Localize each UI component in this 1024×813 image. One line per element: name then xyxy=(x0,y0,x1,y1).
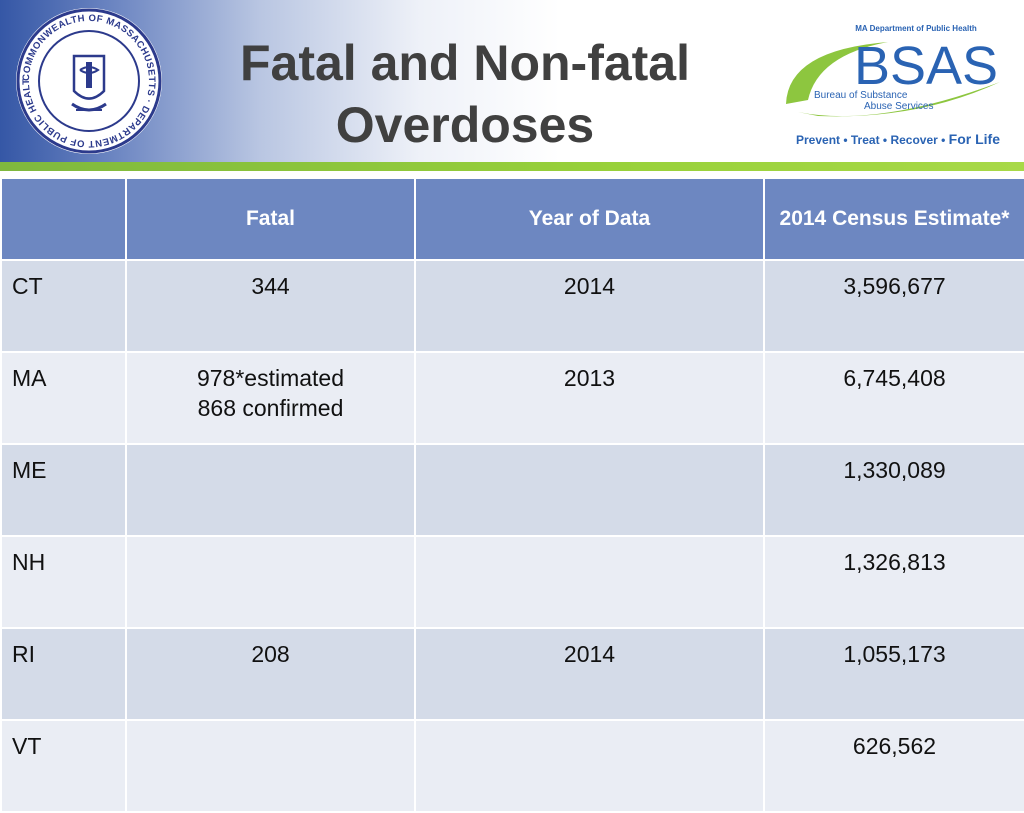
header-fatal: Fatal xyxy=(125,177,416,261)
cell-fatal xyxy=(125,443,416,537)
header-census-estimate: 2014 Census Estimate* xyxy=(763,177,1024,261)
cell-state: ME xyxy=(0,443,127,537)
cell-state: VT xyxy=(0,719,127,813)
cell-fatal xyxy=(125,719,416,813)
cell-census: 626,562 xyxy=(763,719,1024,813)
cell-state: MA xyxy=(0,351,127,445)
cell-census: 1,326,813 xyxy=(763,535,1024,629)
svg-text:Prevent • Treat • Recover • Fo: Prevent • Treat • Recover • For Life xyxy=(796,131,1000,147)
table-row: NH 1,326,813 xyxy=(0,535,1024,629)
page-title: Fatal and Non-fatal Overdoses xyxy=(200,32,730,156)
table-row: CT 344 2014 3,596,677 xyxy=(0,259,1024,353)
cell-state: CT xyxy=(0,259,127,353)
cell-census: 1,330,089 xyxy=(763,443,1024,537)
cell-state: RI xyxy=(0,627,127,721)
cell-fatal: 208 xyxy=(125,627,416,721)
table-header-row: Fatal Year of Data 2014 Census Estimate* xyxy=(0,177,1024,261)
title-line-2: Overdoses xyxy=(335,97,595,153)
cell-year xyxy=(414,535,765,629)
cell-fatal-line: 978*estimated xyxy=(196,365,345,391)
header-year-of-data: Year of Data xyxy=(414,177,765,261)
bsas-logo-icon: MA Department of Public Health BSAS Bure… xyxy=(786,24,1000,147)
cell-state: NH xyxy=(0,535,127,629)
cell-year: 2014 xyxy=(414,627,765,721)
table-row: RI 208 2014 1,055,173 xyxy=(0,627,1024,721)
cell-year xyxy=(414,719,765,813)
overdose-table-container: Fatal Year of Data 2014 Census Estimate*… xyxy=(0,177,1024,813)
cell-fatal-line: 868 confirmed xyxy=(197,395,344,421)
logo-tagline-emphasis: For Life xyxy=(949,131,1001,147)
cell-fatal xyxy=(125,535,416,629)
header-state xyxy=(0,177,127,261)
cell-fatal: 344 xyxy=(125,259,416,353)
cell-census: 1,055,173 xyxy=(763,627,1024,721)
cell-fatal: 978*estimated 868 confirmed xyxy=(125,351,416,445)
title-line-1: Fatal and Non-fatal xyxy=(239,35,691,91)
cell-year: 2013 xyxy=(414,351,765,445)
logo-bureau-line-1: Bureau of Substance xyxy=(814,90,908,101)
slide-header xyxy=(0,0,1024,162)
cell-fatal-line: 208 xyxy=(251,641,290,667)
cell-year: 2014 xyxy=(414,259,765,353)
logo-name-text: BSAS xyxy=(854,36,998,96)
cell-year xyxy=(414,443,765,537)
table-row: VT 626,562 xyxy=(0,719,1024,813)
overdose-table: Fatal Year of Data 2014 Census Estimate*… xyxy=(0,177,1024,813)
cell-fatal-line: 344 xyxy=(251,273,290,299)
logo-bureau-line-2: Abuse Services xyxy=(864,101,933,112)
table-row: MA 978*estimated 868 confirmed 2013 6,74… xyxy=(0,351,1024,445)
massachusetts-dph-seal-icon: COMMONWEALTH OF MASSACHUSETTS · DEPARTME… xyxy=(14,6,162,154)
header-accent-bar xyxy=(0,162,1024,171)
cell-census: 3,596,677 xyxy=(763,259,1024,353)
table-row: ME 1,330,089 xyxy=(0,443,1024,537)
logo-dept-text: MA Department of Public Health xyxy=(855,24,977,33)
cell-census: 6,745,408 xyxy=(763,351,1024,445)
logo-tagline-text: Prevent • Treat • Recover • xyxy=(796,133,949,147)
